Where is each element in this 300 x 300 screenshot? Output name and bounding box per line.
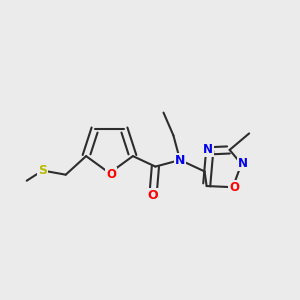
Text: N: N (238, 158, 248, 170)
Text: S: S (38, 164, 47, 177)
Text: N: N (203, 143, 213, 156)
Text: O: O (106, 168, 116, 181)
Text: N: N (175, 154, 185, 166)
Text: O: O (230, 181, 239, 194)
Text: O: O (148, 189, 158, 202)
